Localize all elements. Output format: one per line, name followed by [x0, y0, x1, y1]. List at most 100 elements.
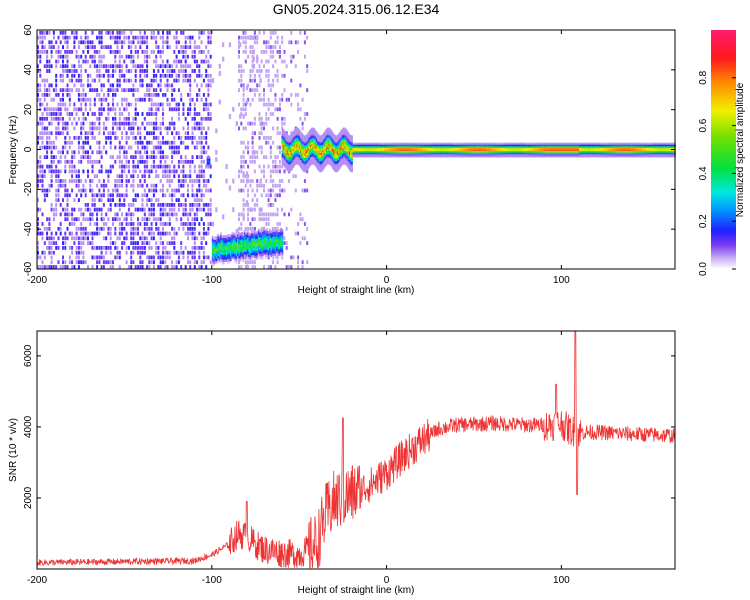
spectrogram-cell	[298, 134, 301, 136]
spectrogram-cell	[329, 131, 331, 134]
spectrogram-cell	[314, 164, 317, 167]
spectrogram-cell	[258, 64, 261, 69]
spectrogram-cell	[358, 144, 361, 147]
spectrogram-cell	[350, 136, 352, 139]
spectrogram-cell	[319, 152, 321, 155]
spectrogram-cell	[362, 149, 364, 152]
spectrogram-cell	[306, 226, 309, 231]
spectrogram-cell	[211, 78, 215, 83]
spectrogram-cell	[139, 131, 142, 136]
spectrogram-cell	[137, 250, 139, 255]
spectrogram-cell	[351, 151, 353, 154]
spectrogram-cell	[253, 88, 256, 92]
spectrogram-cell	[93, 112, 96, 116]
spectrogram-cell	[71, 250, 74, 255]
spectrogram-cell	[318, 155, 320, 158]
spectrogram-cell	[262, 255, 264, 259]
spectrogram-cell	[297, 40, 300, 45]
spectrogram-cell	[356, 144, 358, 147]
spectrogram-cell	[306, 146, 308, 149]
spectrogram-cell	[43, 83, 46, 88]
spectrogram-cell	[338, 163, 340, 166]
spectrogram-cell	[196, 64, 199, 69]
spectrogram-cell	[91, 121, 94, 126]
spectrogram-cell	[132, 260, 135, 265]
spectrogram-cell	[148, 198, 151, 202]
spectrogram-cell	[244, 30, 247, 35]
spectrogram-cell	[173, 78, 176, 83]
spectrogram-cell	[269, 145, 272, 150]
spectrogram-cell	[317, 161, 319, 164]
spectrogram-cell	[146, 145, 149, 150]
spectrogram-cell	[389, 147, 391, 150]
spectrogram-cell	[331, 139, 334, 142]
spectrogram-cell	[331, 134, 334, 137]
spectrogram-cell	[375, 155, 378, 158]
spectrogram-cell	[313, 129, 315, 132]
spectrogram-cell	[346, 131, 348, 134]
spectrogram-cell	[290, 40, 293, 45]
spectrogram-cell	[240, 212, 243, 217]
spectrogram-cell	[234, 252, 236, 256]
spectrogram-cell	[271, 236, 274, 240]
spectrogram-cell	[187, 226, 189, 231]
spectrogram-cell	[325, 160, 328, 163]
spectrogram-cell	[246, 249, 249, 252]
spectrogram-cell	[168, 174, 171, 179]
spectrogram-cell	[317, 157, 319, 160]
spectrogram-cell	[346, 141, 348, 144]
spectrogram-cell	[331, 133, 334, 136]
spectrogram-cell	[148, 83, 151, 88]
spectrogram-cell	[227, 253, 229, 257]
spectrogram-cell	[330, 147, 333, 150]
spectrogram-cell	[77, 169, 80, 174]
spectrogram-cell	[41, 45, 44, 49]
spectrogram-cell	[333, 141, 335, 144]
spectrogram-cell	[171, 203, 174, 207]
spectrogram-cell	[82, 145, 85, 150]
spectrogram-cell	[68, 255, 71, 260]
spectrogram-cell	[238, 258, 240, 261]
spectrogram-cell	[214, 253, 217, 257]
spectrogram-cell	[242, 217, 245, 222]
spectrogram-cell	[134, 121, 137, 126]
spectrogram-cell	[383, 149, 385, 152]
spectrogram-cell	[278, 236, 281, 240]
spectrogram-cell	[166, 203, 169, 207]
spectrogram-cell	[230, 251, 232, 255]
spectrogram-cell	[306, 166, 308, 169]
spectrogram-cell	[182, 174, 185, 179]
spectrogram-cell	[137, 50, 139, 54]
spectrogram-cell	[336, 141, 339, 144]
spectrogram-cell	[333, 157, 335, 160]
spectrogram-cell	[37, 159, 39, 164]
spectrogram-cell	[191, 188, 194, 193]
spectrogram-cell	[322, 149, 324, 152]
spectrogram-cell	[216, 253, 218, 257]
spectrogram-cell	[57, 169, 60, 174]
spectrogram-cell	[96, 255, 99, 260]
spectrogram-cell	[295, 129, 297, 132]
spectrogram-cell	[352, 150, 355, 153]
spectrogram-cell	[209, 54, 212, 59]
spectrogram-cell	[266, 245, 268, 248]
spectrogram-cell	[283, 212, 286, 217]
spectrogram-cell	[327, 156, 329, 159]
spectrogram-cell	[267, 116, 270, 121]
spectrogram-cell	[132, 226, 135, 231]
spectrogram-cell	[116, 30, 119, 35]
spectrogram-cell	[327, 140, 329, 143]
spectrogram-cell	[292, 138, 295, 141]
spectrogram-cell	[217, 243, 219, 247]
spectrogram-cell	[301, 148, 303, 151]
spectrogram-cell	[57, 59, 60, 64]
spectrogram-cell	[168, 30, 171, 35]
spectrogram-cell	[374, 149, 377, 152]
spectrogram-cell	[276, 116, 279, 121]
spectrogram-cell	[184, 59, 187, 64]
spectrogram-cell	[308, 137, 310, 139]
spectrogram-cell	[267, 193, 270, 198]
spectrogram-cell	[322, 137, 324, 140]
spectrogram-cell	[244, 239, 246, 243]
spectrogram-cell	[295, 132, 297, 135]
